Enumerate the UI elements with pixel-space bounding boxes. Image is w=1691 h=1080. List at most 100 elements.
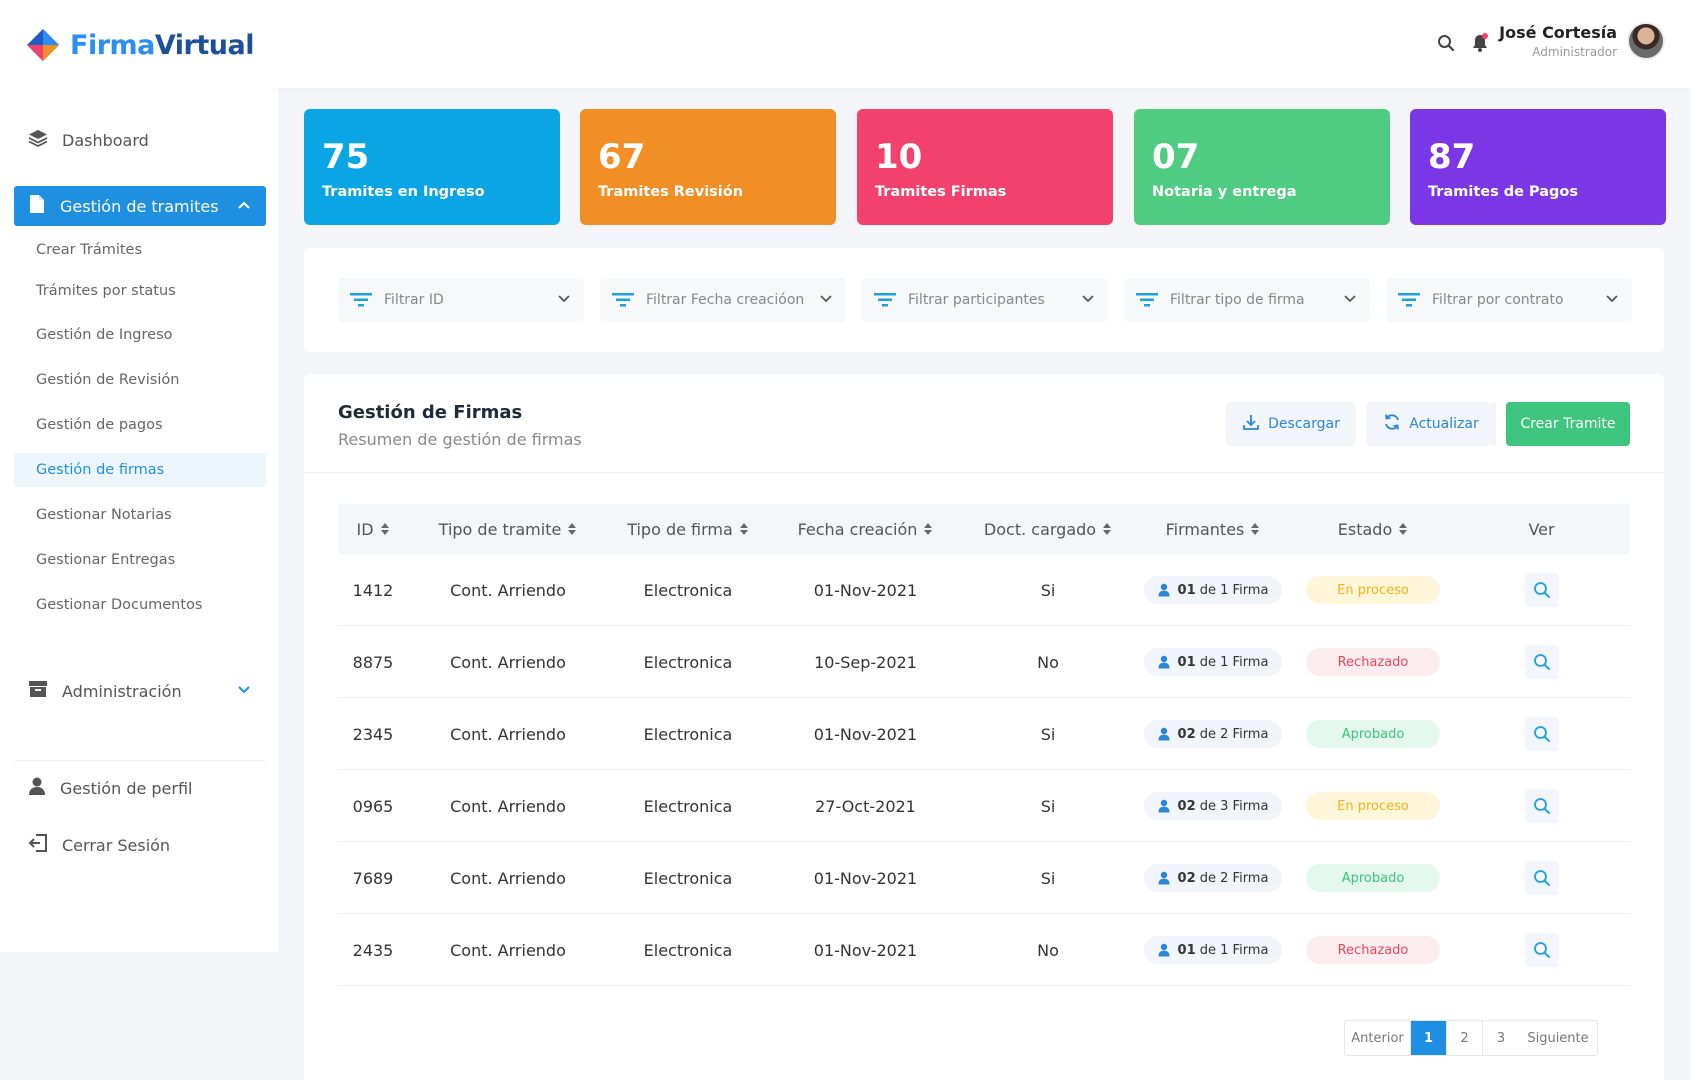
pagination-prev[interactable]: Anterior [1345, 1021, 1411, 1055]
cell-ver [1453, 554, 1630, 626]
sidebar-subitem[interactable]: Gestión de pagos [36, 417, 163, 433]
cell-estado: En proceso [1293, 770, 1453, 842]
sort-icon[interactable] [567, 522, 577, 536]
sort-icon[interactable] [1250, 522, 1260, 536]
status-badge: En proceso [1306, 576, 1440, 604]
create-tramite-button[interactable]: Crear Tramite [1506, 402, 1630, 446]
stat-card[interactable]: 87 Tramites de Pagos [1410, 109, 1666, 225]
sidebar-subitem[interactable]: Gestión de Revisión [36, 372, 180, 388]
panel-title: Gestión de Firmas [338, 402, 523, 423]
filter-label: Filtrar tipo de firma [1170, 292, 1305, 308]
signers-pill: 02 de 3 Firma [1143, 792, 1283, 820]
download-button[interactable]: Descargar [1226, 402, 1356, 446]
pagination-page[interactable]: 3 [1496, 1030, 1506, 1046]
sidebar-subitem[interactable]: Gestionar Notarias [36, 507, 172, 523]
chevron-up-icon[interactable] [236, 197, 252, 217]
cell-fecha: 01-Nov-2021 [813, 868, 918, 888]
filter-label: Filtrar ID [384, 292, 444, 308]
cell-ver [1453, 914, 1630, 986]
cell-ver [1453, 842, 1630, 914]
sidebar-item-logout[interactable]: Cerrar Sesión [14, 825, 266, 865]
sidebar-subitem[interactable]: Gestionar Documentos [36, 597, 203, 613]
signers-pill: 01 de 1 Firma [1143, 576, 1283, 604]
signers-pill: 02 de 2 Firma [1143, 864, 1283, 892]
cell-fecha: 27-Oct-2021 [815, 796, 916, 816]
panel-subtitle: Resumen de gestión de firmas [338, 430, 582, 449]
table-row: 2435 Cont. Arriendo Electronica 01-Nov-2021… [338, 914, 1630, 986]
column-header[interactable]: Estado [1293, 504, 1453, 554]
cell-doc: Si [1040, 796, 1056, 816]
table-row: 2345 Cont. Arriendo Electronica 01-Nov-2021… [338, 698, 1630, 770]
pagination-page[interactable]: 2 [1447, 1021, 1483, 1055]
sort-icon[interactable] [923, 522, 933, 536]
cell-tipo: Cont. Arriendo [450, 796, 566, 816]
stat-card-value: 07 [1152, 137, 1200, 177]
cell-firma: Electronica [643, 940, 733, 960]
column-header[interactable]: Doct. cargado [963, 504, 1133, 554]
signers-count: 01 [1177, 942, 1196, 958]
view-button[interactable] [1524, 789, 1559, 823]
refresh-icon [1383, 413, 1401, 435]
user-icon [28, 776, 46, 800]
sidebar-item-administracion[interactable]: Administración [14, 671, 266, 711]
search-icon [1533, 725, 1551, 743]
column-header[interactable]: Fecha creación [768, 504, 963, 554]
column-header[interactable]: Firmantes [1133, 504, 1293, 554]
user-profile[interactable]: José Cortesía Administrador [1499, 22, 1665, 60]
sort-icon[interactable] [1102, 522, 1112, 536]
sort-icon[interactable] [380, 522, 390, 536]
bell-icon[interactable] [1469, 32, 1491, 54]
cell-tipo: Cont. Arriendo [450, 868, 566, 888]
sidebar-subitem[interactable]: Crear Trámites [36, 242, 143, 258]
stat-card-label: Notaria y entrega [1152, 184, 1297, 200]
sort-icon[interactable] [1398, 522, 1408, 536]
view-button[interactable] [1524, 933, 1559, 967]
sidebar-item-label: Cerrar Sesión [62, 835, 171, 855]
search-icon [1533, 797, 1551, 815]
filter-select[interactable]: Filtrar Fecha creacióon [600, 278, 846, 322]
avatar[interactable] [1627, 22, 1665, 60]
column-header[interactable]: Tipo de firma [608, 504, 768, 554]
create-label: Crear Tramite [1520, 416, 1616, 432]
signers-pill: 01 de 1 Firma [1143, 936, 1283, 964]
cell-firma: Electronica [643, 868, 733, 888]
filter-select[interactable]: Filtrar por contrato [1386, 278, 1632, 322]
stat-card[interactable]: 10 Tramites Firmas [857, 109, 1113, 225]
sidebar-subitem[interactable]: Gestionar Entregas [36, 552, 176, 568]
filter-icon [612, 292, 634, 308]
sidebar-item-dashboard[interactable]: Dashboard [14, 120, 266, 160]
cell-firmantes: 01 de 1 Firma [1133, 914, 1293, 986]
pagination-next[interactable]: Siguiente [1527, 1030, 1589, 1046]
stat-card[interactable]: 07 Notaria y entrega [1134, 109, 1390, 225]
filter-select[interactable]: Filtrar ID [338, 278, 584, 322]
view-button[interactable] [1524, 861, 1559, 895]
app-logo[interactable]: FirmaVirtual [26, 28, 254, 62]
sort-icon[interactable] [739, 522, 749, 536]
stat-card[interactable]: 67 Tramites Revisión [580, 109, 836, 225]
download-label: Descargar [1268, 416, 1340, 432]
sidebar-item-perfil[interactable]: Gestión de perfil [14, 768, 266, 808]
sidebar-item-gestion-tramites[interactable]: Gestión de tramites [14, 186, 266, 226]
stat-card[interactable]: 75 Tramites en Ingreso [304, 109, 560, 225]
view-button[interactable] [1524, 573, 1559, 607]
refresh-button[interactable]: Actualizar [1366, 402, 1496, 446]
filter-select[interactable]: Filtrar tipo de firma [1124, 278, 1370, 322]
view-button[interactable] [1524, 717, 1559, 751]
search-icon[interactable] [1435, 32, 1457, 54]
column-header[interactable]: ID [338, 504, 408, 554]
cell-doc: Si [1040, 724, 1056, 744]
sidebar-subitem[interactable]: Trámites por status [36, 283, 176, 299]
chevron-down-icon[interactable] [236, 682, 252, 702]
signers-text: 01 de 1 Firma [1178, 943, 1269, 958]
filter-icon [1398, 292, 1420, 308]
sidebar-item-label: Administración [62, 681, 182, 701]
chevron-down-icon [1080, 291, 1096, 311]
sidebar-subitem[interactable]: Gestión de Ingreso [36, 327, 173, 343]
column-header[interactable]: Tipo de tramite [408, 504, 608, 554]
view-button[interactable] [1524, 645, 1559, 679]
sidebar-subitem[interactable]: Gestión de firmas [14, 453, 266, 487]
cell-id: 2345 [352, 724, 394, 744]
signers-count: 02 [1177, 726, 1196, 742]
filter-select[interactable]: Filtrar participantes [862, 278, 1108, 322]
pagination-page[interactable]: 1 [1411, 1021, 1447, 1055]
